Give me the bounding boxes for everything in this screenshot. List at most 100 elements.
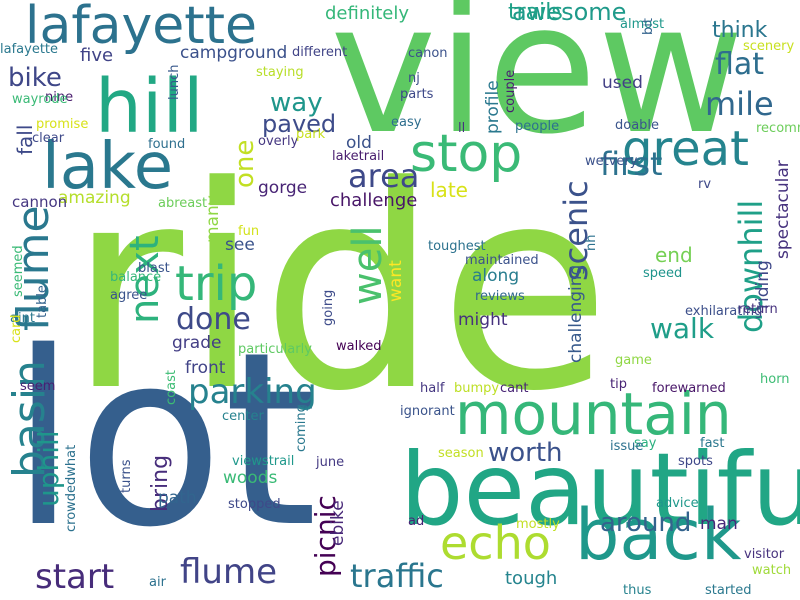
word-abreast: abreast: [158, 196, 208, 211]
word-end: end: [655, 243, 693, 267]
word-seem: seem: [20, 379, 56, 394]
word-parts: parts: [400, 87, 434, 102]
word-turns: turns: [119, 459, 134, 493]
word-mostly: mostly: [516, 517, 560, 532]
word-grade: grade: [172, 333, 222, 353]
word-trails: trails: [508, 0, 563, 25]
word-stopped: stopped: [228, 497, 281, 512]
word-coast: coast: [164, 370, 179, 405]
word-different: different: [292, 45, 348, 60]
word-clear: clear: [32, 131, 65, 146]
word-say: say: [634, 436, 657, 451]
word-area: area: [348, 157, 420, 195]
word-bike: bike: [8, 63, 62, 93]
word-wayrode: wayrode: [12, 92, 68, 107]
word-worth: worth: [488, 438, 563, 468]
word-promise: promise: [36, 117, 89, 132]
word-view: view: [330, 0, 745, 174]
word-five: five: [80, 45, 114, 66]
word-man: man: [700, 514, 738, 534]
word-table: table: [35, 285, 50, 318]
word-challenging: challenging: [566, 264, 586, 363]
word-ad: ad: [408, 514, 425, 529]
word-nine: nine: [45, 90, 74, 105]
word-agree: agree: [110, 288, 148, 303]
word-couple: couple: [503, 69, 518, 113]
word-lafayette: lafayette: [25, 0, 258, 56]
word-definitely: definitely: [325, 3, 410, 24]
word-return: return: [738, 302, 778, 317]
word-start: start: [35, 557, 115, 597]
word-beautiful: beautiful: [400, 431, 800, 548]
word-amazing: amazing: [58, 188, 131, 208]
word-parking: parking: [188, 372, 317, 412]
word-horn: horn: [760, 372, 790, 387]
word-mile: mile: [705, 85, 774, 123]
word-around: around: [600, 508, 692, 538]
word-late: late: [430, 178, 468, 202]
word-cant: cant: [500, 381, 529, 396]
word-wetvery: wetvery: [585, 154, 638, 169]
word-center: center: [222, 409, 264, 424]
word-mountain: mountain: [455, 380, 732, 448]
word-ll: ll: [458, 121, 466, 136]
word-blast: blast: [138, 261, 170, 276]
word-tough: tough: [505, 568, 558, 589]
word-great: great: [622, 121, 749, 177]
word-exhilarating: exhilarating: [685, 304, 763, 319]
word-used: used: [602, 73, 643, 93]
word-well: well: [345, 225, 391, 305]
word-found: found: [148, 137, 186, 152]
word-ebike: ebike: [328, 500, 348, 546]
word-flat: flat: [715, 47, 765, 82]
word-echo: echo: [440, 516, 551, 570]
word-think: think: [712, 18, 768, 43]
word-canon: canon: [408, 46, 448, 61]
word-want: want: [386, 260, 406, 302]
word-balance: balance: [110, 270, 162, 285]
word-crowdedwhat: crowdedwhat: [64, 444, 79, 532]
word-visitor: visitor: [744, 547, 785, 562]
word-issue: issue: [610, 439, 644, 454]
word-spots: spots: [678, 454, 713, 469]
word-one: one: [230, 139, 260, 188]
word-coming: coming: [294, 404, 309, 452]
word-many: many: [203, 195, 223, 243]
word-going: going: [321, 289, 336, 326]
word-staying: staying: [256, 65, 304, 80]
word-season: season: [438, 446, 484, 461]
word-traffic: traffic: [350, 557, 444, 595]
word-profile: profile: [483, 80, 503, 134]
word-forewarned: forewarned: [652, 381, 726, 396]
word-walked: walked: [336, 339, 382, 354]
word-overly: overly: [258, 134, 299, 149]
word-toughest: toughest: [428, 239, 486, 254]
word-awesome: awesome: [512, 0, 627, 26]
word-lafayette: lafayette: [0, 42, 59, 57]
word-trip: trip: [175, 256, 258, 312]
word-along: along: [472, 266, 520, 286]
word-rv: rv: [698, 177, 712, 192]
word-thus: thus: [623, 583, 652, 598]
word-bumpy: bumpy: [454, 381, 500, 396]
word-speed: speed: [643, 266, 683, 281]
word-stop: stop: [410, 124, 523, 184]
word-hill: hill: [95, 64, 204, 150]
word-fast: fast: [700, 436, 725, 451]
word-way: way: [270, 88, 323, 118]
word-almost: almost: [620, 17, 665, 32]
word-might: might: [458, 310, 508, 330]
word-tip: tip: [610, 377, 627, 392]
word-spectacular: spectacular: [773, 160, 793, 259]
word-air: air: [149, 575, 166, 590]
word-people: people: [515, 119, 560, 134]
word-campground: campground: [180, 43, 288, 63]
word-easy: easy: [391, 115, 422, 130]
word-maintained: maintained: [465, 253, 539, 268]
word-advice: advice: [656, 496, 699, 511]
word-nj: nj: [408, 71, 420, 86]
word-aint: aint: [10, 311, 35, 326]
word-reviews: reviews: [475, 289, 525, 304]
word-path: path: [158, 488, 197, 508]
